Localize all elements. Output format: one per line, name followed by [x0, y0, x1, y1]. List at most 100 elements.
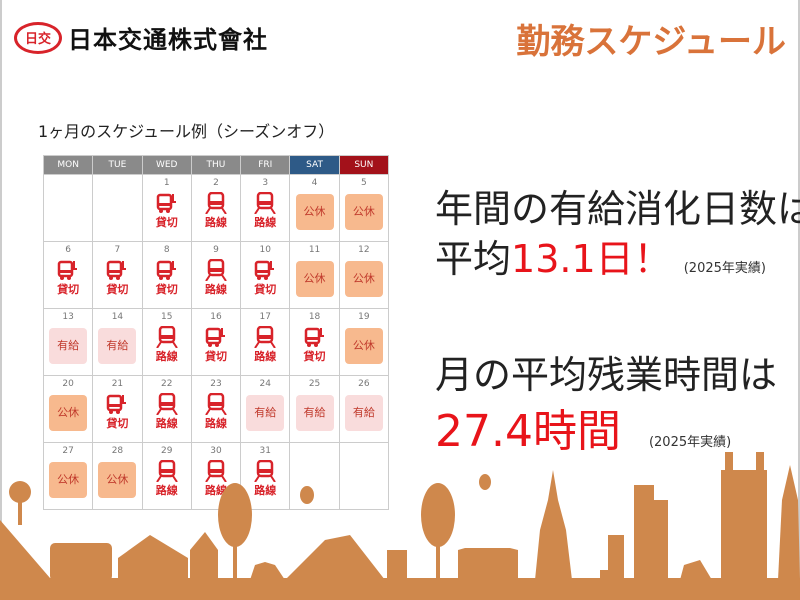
calendar-week: 13 有給 14 有給 15 路線 16 貸切 17 路線 18 貸切 19 公休	[42, 308, 390, 376]
calendar-day-21: 21 貸切	[92, 375, 143, 443]
shift-label-route: 路線	[254, 350, 277, 363]
shift-label-route: 路線	[155, 484, 178, 497]
shift-label-route: 路線	[204, 417, 227, 430]
calendar-day-20: 20 公休	[42, 375, 94, 443]
shift-label-charter: 貸切	[204, 350, 227, 363]
calendar-day-1: 1 貸切	[141, 174, 192, 242]
shift-label-charter: 貸切	[106, 417, 129, 430]
bus-icon	[304, 327, 324, 347]
overtime-value-line: 27.4時間 (2025年実績)	[435, 395, 731, 459]
bus-icon	[57, 260, 78, 280]
train-icon	[155, 460, 178, 482]
day-number: 22	[160, 379, 173, 389]
day-number: 9	[213, 245, 219, 255]
shift-badge-day-off: 公休	[295, 261, 334, 297]
overtime-heading: 月の平均残業時間は	[435, 353, 778, 397]
shift-label-charter: 貸切	[57, 283, 80, 296]
shift-label-charter: 貸切	[254, 283, 277, 296]
train-icon	[155, 326, 178, 348]
shift-badge-paid-leave: 有給	[98, 328, 137, 364]
day-number: 20	[62, 379, 74, 389]
day-number: 24	[259, 379, 271, 389]
overtime-note: (2025年実績)	[648, 435, 732, 450]
train-icon	[205, 393, 227, 415]
day-number: 25	[308, 379, 321, 389]
shift-badge-day-off: 公休	[49, 462, 88, 498]
calendar-subtitle: 1ヶ月のスケジュール例（シーズンオフ）	[38, 122, 335, 141]
day-header-thu: THU	[190, 155, 242, 175]
day-number: 2	[213, 178, 219, 188]
shift-badge-day-off: 公休	[344, 328, 383, 364]
day-header-sat: SAT	[289, 155, 340, 175]
shift-label-route: 路線	[155, 350, 178, 363]
shift-label-charter: 貸切	[155, 283, 178, 296]
calendar-day-17: 17 路線	[240, 308, 291, 376]
shift-label-route: 路線	[254, 216, 277, 229]
calendar-day-9: 9 路線	[190, 241, 242, 309]
calendar-day-16: 16 貸切	[190, 308, 242, 376]
shift-label-route: 路線	[155, 417, 178, 430]
day-number: 23	[210, 379, 222, 389]
day-number: 13	[62, 312, 74, 322]
calendar-week: 20 公休 21 貸切 22 路線 23 路線 24 有給 25 有給 26 有給	[42, 375, 390, 443]
day-number: 31	[259, 446, 271, 456]
shift-badge-paid-leave: 有給	[49, 328, 88, 364]
shift-badge-day-off: 公休	[49, 395, 88, 431]
shift-badge-day-off: 公休	[98, 462, 137, 498]
train-icon	[254, 326, 277, 348]
day-number: 27	[62, 446, 74, 456]
calendar-day-3: 3 路線	[240, 174, 291, 242]
calendar-day-6: 6 貸切	[42, 241, 94, 309]
day-number: 19	[358, 312, 370, 322]
bus-icon	[205, 327, 225, 347]
bus-icon	[156, 193, 176, 213]
calendar-day-30: 30 路線	[190, 442, 242, 510]
train-icon	[205, 192, 227, 214]
calendar-day-24: 24 有給	[240, 375, 291, 443]
calendar-day-22: 22 路線	[141, 375, 192, 443]
day-number: 18	[308, 312, 321, 322]
day-number: 12	[358, 245, 370, 255]
city-skyline-illustration	[0, 452, 800, 600]
paid-leave-value-line: 平均13.1日！ (2025年実績)	[435, 228, 766, 283]
shift-badge-paid-leave: 有給	[246, 395, 285, 431]
day-number: 28	[111, 446, 124, 456]
calendar-day-23: 23 路線	[190, 375, 242, 443]
calendar-week: 27 公休 28 公休 29 路線 30 路線 31 路線	[42, 442, 390, 510]
calendar-day-27: 27 公休	[42, 442, 94, 510]
day-number: 30	[210, 446, 222, 456]
day-header-fri: FRI	[240, 155, 291, 175]
calendar-week: 1 貸切 2 路線 3 路線 4 公休 5 公休	[42, 174, 390, 242]
day-number: 8	[163, 245, 170, 255]
calendar-day-5: 5 公休	[338, 174, 390, 242]
day-number: 14	[111, 312, 124, 322]
logo-mark: 日交	[14, 21, 62, 54]
paid-leave-prefix: 平均	[435, 237, 512, 281]
shift-badge-day-off: 公休	[344, 261, 383, 297]
day-number: 21	[111, 379, 124, 389]
calendar-empty-cell	[289, 442, 340, 510]
calendar-empty-cell	[92, 174, 143, 242]
day-number: 3	[262, 178, 269, 188]
calendar-day-19: 19 公休	[338, 308, 390, 376]
shift-label-route: 路線	[204, 484, 227, 497]
paid-leave-value: 13.1日！	[511, 237, 672, 281]
bus-icon	[255, 260, 275, 280]
day-number: 4	[311, 178, 318, 188]
calendar-day-26: 26 有給	[338, 375, 390, 443]
company-logo: 日交 日本交通株式會社	[14, 20, 268, 55]
day-number: 26	[358, 379, 370, 389]
calendar-day-4: 4 公休	[289, 174, 340, 242]
company-name: 日本交通株式會社	[68, 26, 268, 54]
train-icon	[205, 259, 227, 281]
day-number: 7	[114, 245, 121, 255]
shift-label-route: 路線	[254, 484, 277, 497]
shift-badge-paid-leave: 有給	[344, 395, 383, 431]
day-header-mon: MON	[42, 155, 94, 175]
bus-icon	[107, 260, 127, 280]
calendar-day-8: 8 貸切	[141, 241, 192, 309]
calendar-day-14: 14 有給	[92, 308, 143, 376]
schedule-calendar: MON TUE WED THU FRI SAT SUN 1 貸切 2 路線 3 路線 4 公休 5 公休 6 貸切…	[42, 155, 390, 510]
calendar-week: 6 貸切 7 貸切 8 貸切 9 路線 10 貸切 11 公休 12 公休	[42, 241, 390, 309]
train-icon	[254, 460, 277, 482]
